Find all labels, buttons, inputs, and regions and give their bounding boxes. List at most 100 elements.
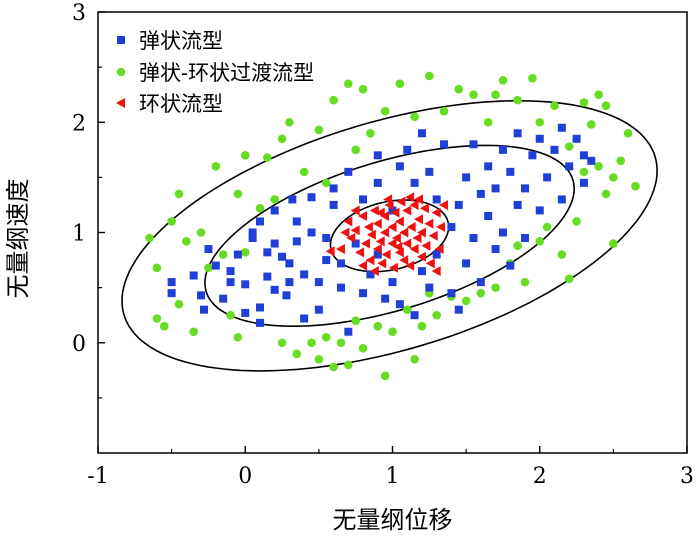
data-point: [358, 260, 368, 271]
data-point: [285, 259, 294, 268]
data-point: [372, 218, 382, 229]
legend-marker: [116, 98, 125, 108]
data-point: [535, 134, 544, 143]
data-point: [432, 310, 441, 320]
data-point: [314, 305, 323, 314]
data-point: [329, 184, 338, 193]
data-point: [241, 280, 250, 289]
data-point: [491, 184, 500, 193]
data-point: [388, 327, 397, 337]
x-axis-title: 无量纲位移: [333, 506, 453, 534]
data-point: [506, 261, 515, 270]
data-point: [393, 241, 403, 252]
data-point: [299, 167, 309, 177]
data-point: [355, 247, 365, 258]
data-point: [454, 84, 464, 94]
data-point: [425, 258, 435, 269]
data-point: [498, 145, 507, 154]
data-point: [336, 338, 346, 348]
data-point: [373, 178, 382, 187]
data-point: [226, 278, 235, 287]
data-point: [380, 106, 390, 116]
data-point: [359, 195, 368, 204]
legend-item: 弹状-环状过渡流型: [116, 61, 314, 85]
data-point: [358, 210, 368, 221]
data-point: [278, 252, 287, 261]
legend-marker: [116, 67, 126, 77]
data-point: [211, 261, 220, 270]
data-point: [462, 259, 471, 268]
data-point: [321, 178, 331, 188]
data-point: [380, 371, 390, 381]
data-point: [550, 145, 559, 154]
data-point: [609, 239, 618, 248]
data-point: [248, 228, 257, 237]
data-point: [366, 229, 376, 240]
data-point: [409, 199, 419, 210]
data-point: [469, 140, 478, 149]
data-point: [241, 308, 250, 317]
data-point: [462, 173, 471, 182]
x-tick-label: -1: [87, 464, 108, 489]
data-point: [476, 278, 485, 287]
data-point: [417, 321, 427, 331]
data-point: [380, 227, 390, 238]
data-point: [395, 300, 404, 309]
data-point: [381, 294, 390, 303]
data-point: [402, 305, 412, 314]
data-point: [616, 156, 626, 166]
data-point: [277, 134, 287, 144]
data-point: [409, 244, 419, 255]
data-point: [405, 260, 415, 271]
data-point: [226, 267, 235, 276]
data-point: [419, 203, 429, 214]
data-point: [285, 117, 294, 127]
data-point: [564, 142, 574, 151]
data-point: [469, 90, 478, 99]
data-point: [174, 189, 184, 199]
data-point: [314, 278, 323, 287]
data-point: [351, 145, 360, 155]
data-point: [447, 289, 456, 298]
data-point: [406, 221, 416, 232]
x-tick-label: 3: [680, 464, 694, 489]
data-point: [623, 128, 633, 138]
data-point: [314, 354, 324, 364]
data-point: [609, 173, 618, 182]
data-point: [550, 101, 559, 111]
legend-item: 环状流型: [116, 92, 223, 116]
data-point: [329, 362, 338, 372]
data-point: [372, 244, 382, 255]
data-point: [358, 84, 368, 94]
data-point: [307, 193, 316, 202]
ticks-layer: -1 0 1 2 3 0 1 2 3: [72, 1, 694, 489]
data-point: [263, 272, 272, 281]
legend-marker: [117, 36, 125, 44]
data-point: [399, 255, 409, 266]
data-point: [329, 95, 338, 105]
data-point: [322, 234, 331, 243]
data-point: [391, 233, 401, 244]
data-point: [469, 234, 478, 243]
data-point: [434, 244, 444, 255]
data-point: [491, 283, 500, 292]
data-point: [167, 289, 176, 298]
points-layer: [145, 71, 640, 381]
data-point: [572, 134, 581, 143]
data-point: [483, 117, 493, 127]
data-point: [307, 228, 316, 237]
data-point: [425, 71, 434, 81]
data-point: [431, 207, 441, 218]
data-point: [255, 303, 264, 312]
data-point: [520, 277, 530, 287]
data-point: [204, 245, 213, 254]
data-point: [292, 237, 301, 246]
data-point: [152, 263, 162, 273]
data-point: [399, 227, 409, 238]
data-point: [255, 203, 265, 213]
data-point: [270, 195, 280, 204]
data-point: [359, 289, 368, 298]
data-point: [484, 211, 493, 220]
